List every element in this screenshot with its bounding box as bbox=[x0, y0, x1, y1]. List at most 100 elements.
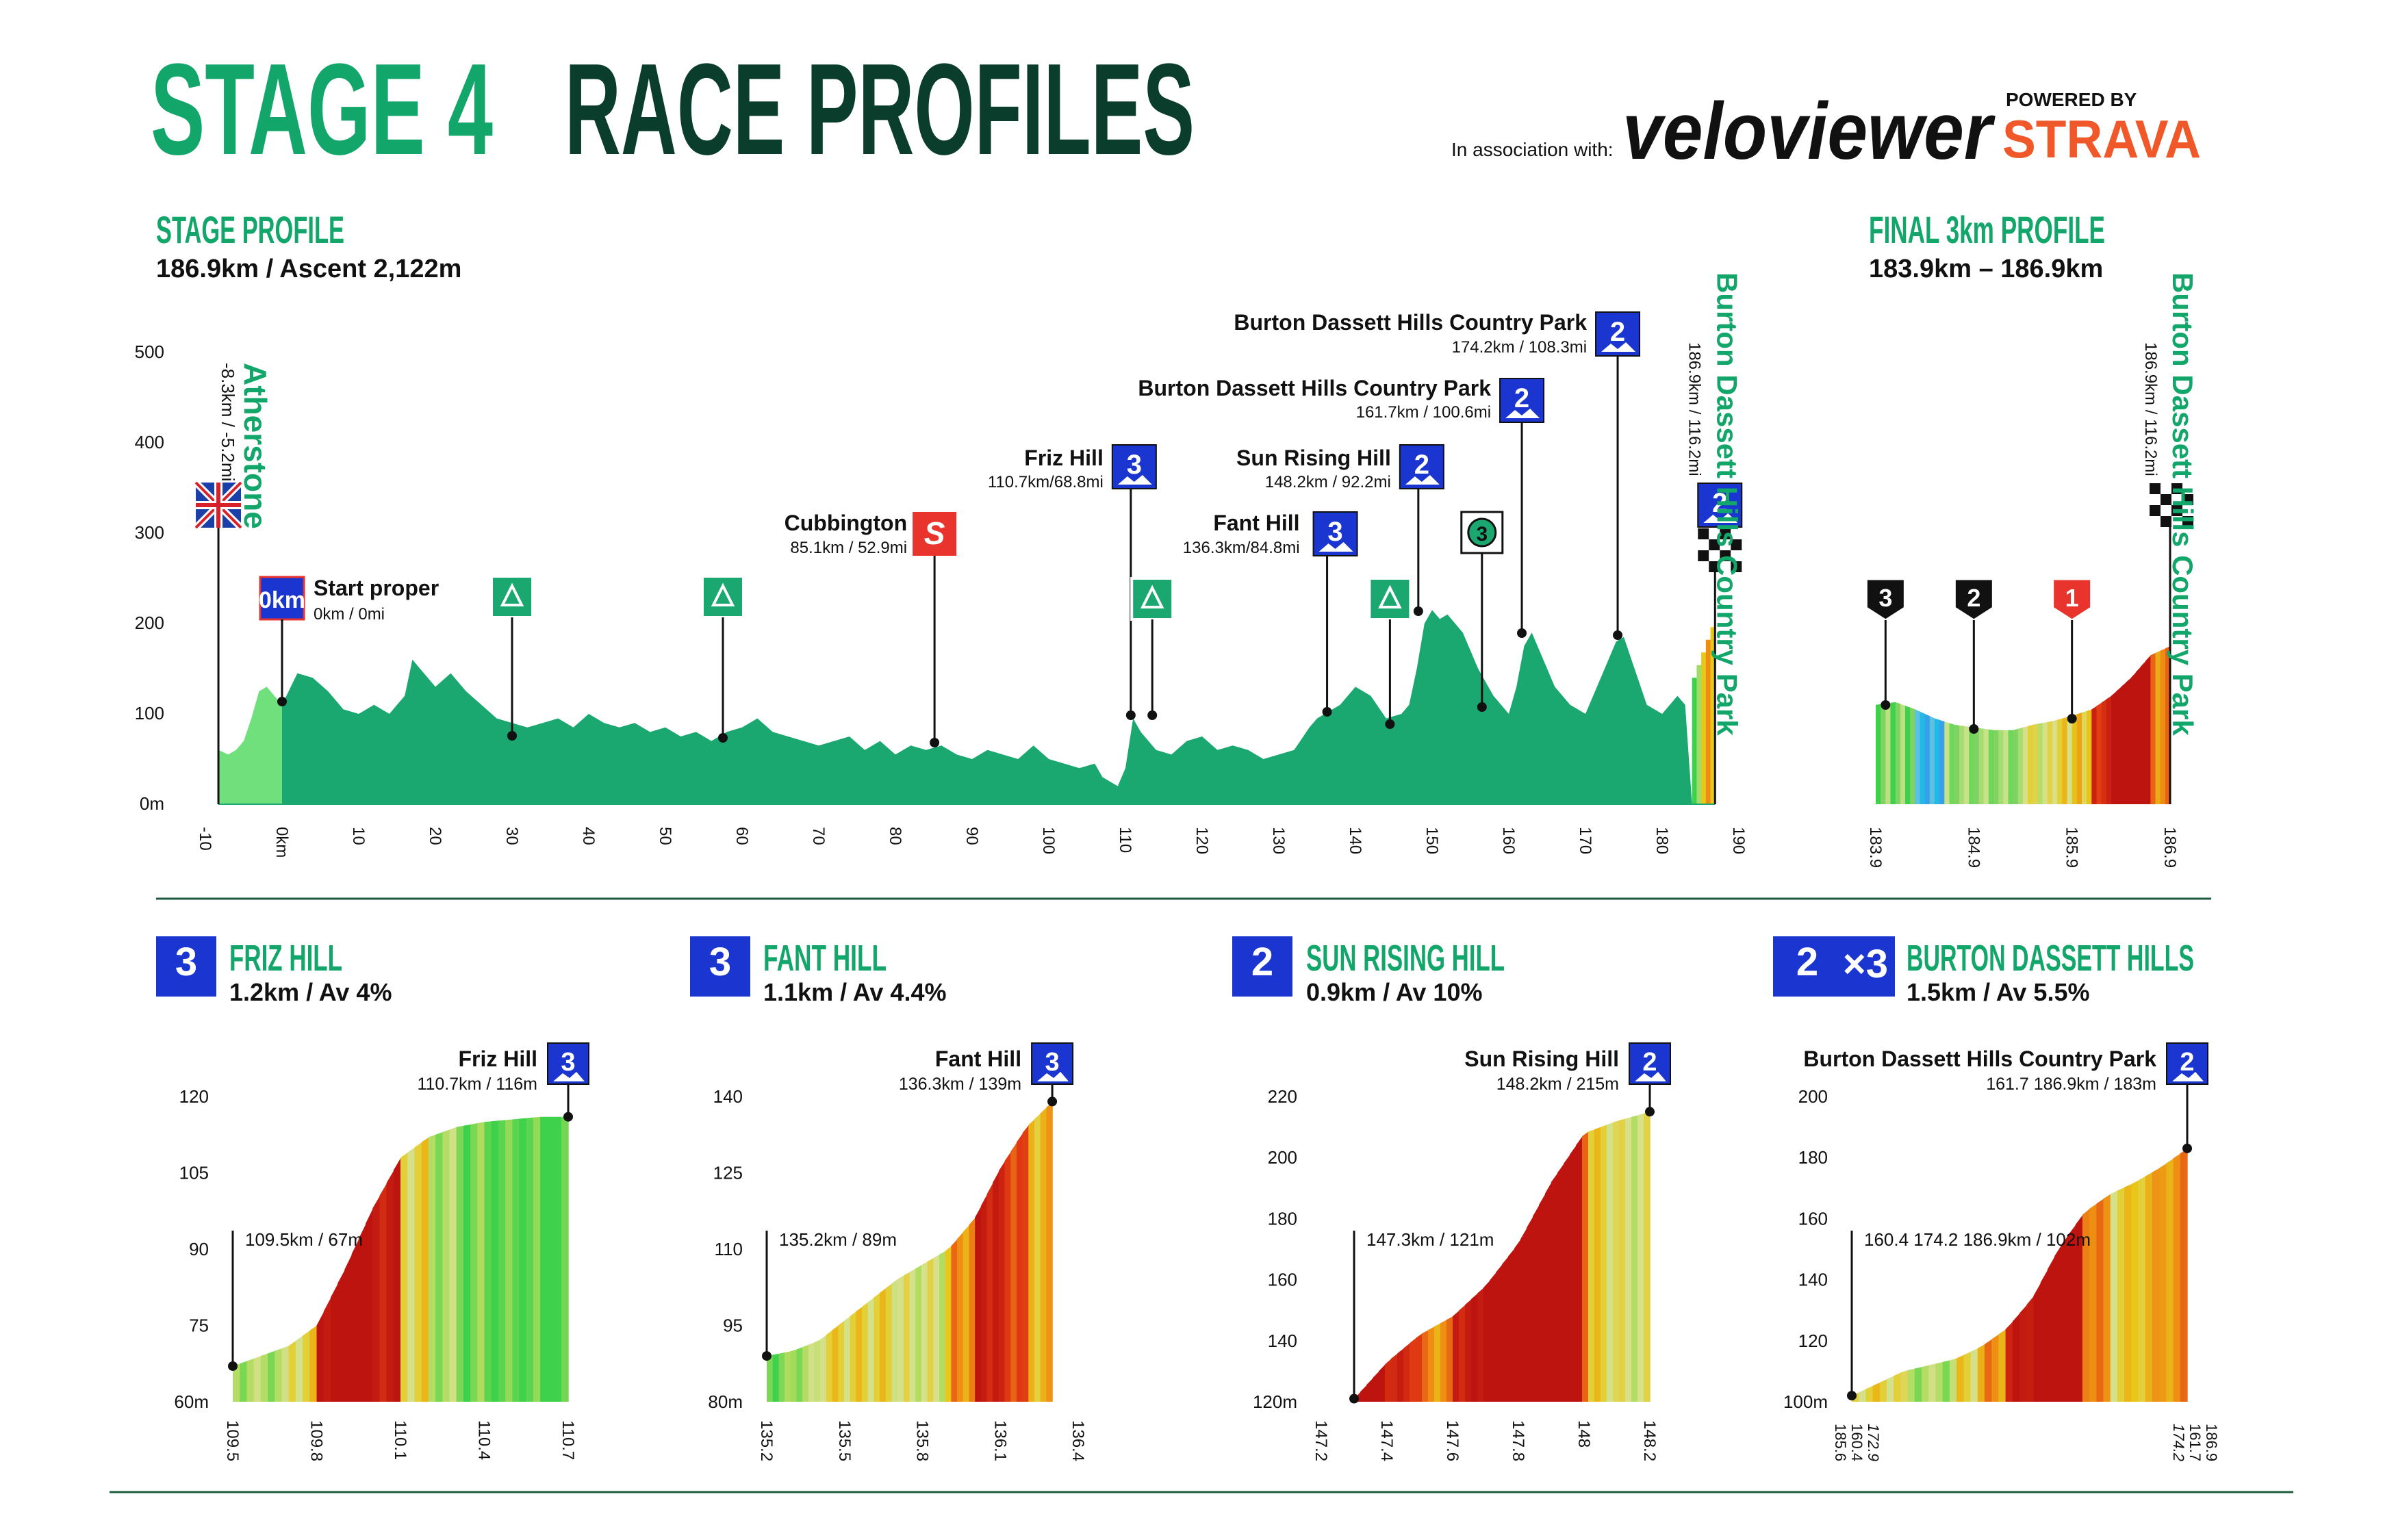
feed-zone-icon bbox=[1368, 577, 1412, 621]
strava-logo: STRAVA bbox=[2002, 109, 2201, 169]
grade-stripe bbox=[2103, 1194, 2111, 1402]
grade-stripe bbox=[442, 1129, 450, 1402]
grade-stripe bbox=[1459, 1305, 1466, 1402]
checkered-cell bbox=[2171, 483, 2182, 494]
grade-stripe bbox=[1949, 723, 1955, 804]
x-tick-label: 110 bbox=[1116, 827, 1134, 853]
cat-3-climb-icon bbox=[690, 936, 750, 997]
grade-stripe bbox=[2180, 1148, 2188, 1402]
grade-stripe bbox=[2068, 1224, 2076, 1402]
grade-stripe bbox=[2141, 660, 2146, 804]
climb-dist: 161.7km / 100.6mi bbox=[1356, 403, 1491, 422]
grade-stripe bbox=[1922, 1365, 1929, 1402]
grade-stripe bbox=[1914, 1367, 1922, 1402]
x-tick-label: 147.6 bbox=[1443, 1420, 1462, 1461]
climb-header-friz-hill: 3 FRIZ HILL 1.2km / Av 4% bbox=[156, 936, 392, 1006]
km-to-go-number: 1 bbox=[2065, 584, 2079, 612]
checkered-cell bbox=[2182, 494, 2193, 505]
climb-top-label: Fant Hill bbox=[935, 1047, 1021, 1071]
x-tick-label: 185.9 bbox=[2063, 827, 2081, 868]
checkered-cell bbox=[2171, 494, 2182, 505]
checkered-cell bbox=[1731, 528, 1742, 539]
grade-stripe bbox=[885, 1283, 893, 1402]
grade-stripe bbox=[2005, 1321, 2013, 1402]
x-tick-label: 185.6 bbox=[1832, 1424, 1849, 1461]
grade-stripe bbox=[2076, 713, 2082, 804]
stage-elevation-area bbox=[282, 610, 1692, 804]
marker-dot bbox=[1413, 606, 1423, 616]
grade-stripe bbox=[2096, 702, 2102, 804]
grade-stripe bbox=[1446, 1316, 1453, 1402]
start-town-dist: -8.3km / -5.2mi bbox=[218, 363, 238, 481]
grade-stripe bbox=[1570, 1145, 1577, 1402]
climb-cat-number: 3 bbox=[175, 940, 197, 984]
x-tick-label: 160.4 bbox=[1848, 1424, 1865, 1461]
y-tick-label: 200 bbox=[1268, 1147, 1297, 1168]
checkered-cell bbox=[2161, 494, 2171, 505]
checkered-cell bbox=[2161, 516, 2171, 527]
climb-cat-number: 2 bbox=[1642, 1048, 1657, 1077]
marker-dot bbox=[1969, 724, 1979, 734]
grade-stripe bbox=[832, 1325, 839, 1402]
grade-stripe bbox=[1527, 1216, 1533, 1402]
grade-stripe bbox=[2067, 715, 2073, 804]
grade-stripe bbox=[1508, 1248, 1515, 1402]
grade-stripe bbox=[1588, 1129, 1595, 1402]
y-tick-label: 120 bbox=[179, 1086, 209, 1107]
sprint-glyph: S bbox=[924, 515, 945, 551]
grade-stripe bbox=[519, 1118, 527, 1402]
grade-stripe bbox=[1613, 1120, 1620, 1402]
climb-cat-number: 3 bbox=[1045, 1048, 1060, 1077]
climb-stats: 0.9km / Av 10% bbox=[1306, 978, 1482, 1006]
x-tick-label: 10 bbox=[349, 827, 368, 845]
grade-stripe bbox=[275, 1348, 283, 1402]
x-tick-label: -10 bbox=[196, 827, 214, 851]
marker-dot bbox=[1613, 630, 1623, 640]
feed-glyph bbox=[1378, 585, 1402, 608]
base-label: 135.2km / 89m bbox=[779, 1229, 897, 1250]
x-tick-label: 0km bbox=[272, 827, 291, 858]
x-tick-label: 160 bbox=[1499, 827, 1518, 854]
base-marker-dot bbox=[228, 1361, 238, 1371]
grade-stripe bbox=[2166, 1158, 2174, 1402]
grade-stripe bbox=[2111, 691, 2117, 804]
grade-stripe bbox=[2145, 655, 2151, 804]
grade-stripe bbox=[2124, 1183, 2132, 1402]
grade-stripe bbox=[344, 1254, 353, 1402]
x-tick-label: 161.7 bbox=[2187, 1424, 2204, 1461]
grade-stripe bbox=[891, 1279, 898, 1402]
grade-stripe bbox=[1974, 727, 1980, 804]
x-tick-label: 120 bbox=[1193, 827, 1211, 854]
grade-stripe bbox=[421, 1137, 429, 1402]
y-tick-label: 180 bbox=[1798, 1147, 1828, 1168]
grade-stripe bbox=[561, 1116, 569, 1402]
climb-cat-number: 3 bbox=[709, 940, 731, 984]
grade-stripe bbox=[2047, 1256, 2055, 1402]
grade-stripe bbox=[1397, 1348, 1404, 1402]
grade-stripe bbox=[1969, 726, 1974, 804]
grade-stripe bbox=[337, 1269, 346, 1402]
final-km-slice bbox=[1705, 639, 1711, 804]
x-tick-label: 148 bbox=[1575, 1420, 1593, 1448]
y-tick-label: 120m bbox=[1253, 1391, 1297, 1412]
grade-stripe bbox=[1490, 1272, 1496, 1402]
y-tick-label: 220 bbox=[1268, 1086, 1297, 1107]
grade-stripe bbox=[2017, 727, 2024, 804]
checkered-cell bbox=[1731, 561, 1742, 572]
grade-stripe bbox=[778, 1352, 785, 1402]
climb-label: Burton Dassett Hills Country Park bbox=[1234, 310, 1587, 335]
grade-stripe bbox=[1900, 704, 1906, 804]
3km-number: 3 bbox=[1476, 523, 1488, 546]
grade-stripe bbox=[1416, 1333, 1423, 1402]
checkered-cell bbox=[2150, 505, 2161, 516]
checkered-cell bbox=[1720, 550, 1731, 561]
checkered-cell bbox=[1698, 550, 1709, 561]
final-profile-subtitle: 183.9km – 186.9km bbox=[1869, 255, 2103, 283]
climb-dist: 174.2km / 108.3mi bbox=[1452, 338, 1587, 357]
grade-stripe bbox=[358, 1223, 366, 1402]
grade-stripe bbox=[1876, 704, 1881, 804]
finish-dist: 186.9km / 116.2mi bbox=[2141, 342, 2160, 476]
marker-dot bbox=[1147, 710, 1158, 720]
grade-stripe bbox=[330, 1283, 338, 1402]
x-tick-label: 135.8 bbox=[913, 1420, 932, 1461]
